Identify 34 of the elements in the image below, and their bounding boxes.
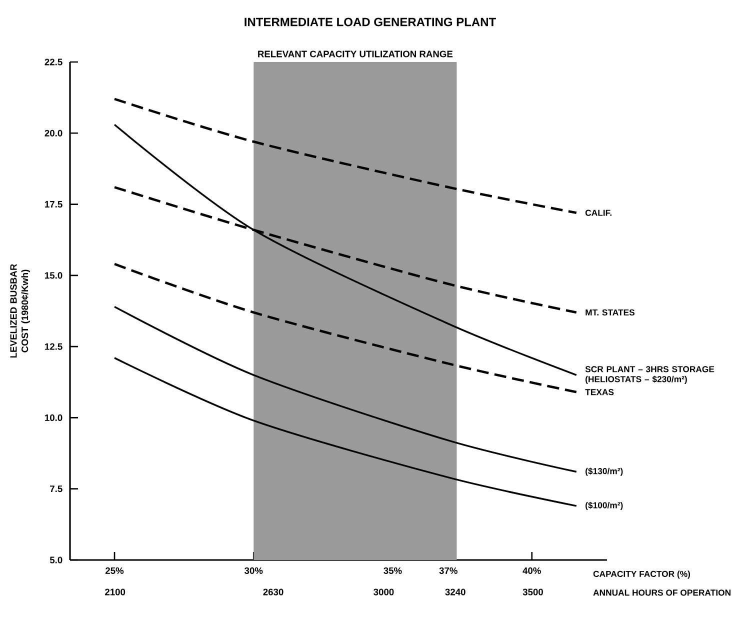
line-series — [114, 357, 578, 507]
y-tick-label: 5.0 — [50, 556, 62, 564]
series-label: SCR PLANT – 3HRS STORAGE (HELIOSTATS – $230/m²) — [585, 366, 714, 384]
x-tick-label: 25% — [105, 567, 124, 574]
x2-axis-title: ANNUAL HOURS OF OPERATION — [593, 590, 730, 596]
series-label: MT. STATES — [586, 309, 635, 316]
series-label: ($130/m²) — [586, 468, 623, 476]
y-tick-label: 12.5 — [45, 343, 62, 350]
x2-tick-label: 3240 — [445, 588, 466, 596]
line-series — [114, 124, 578, 376]
series-label: CALIF. — [585, 210, 612, 216]
band-label: RELEVANT CAPACITY UTILIZATION RANGE — [258, 50, 453, 58]
y-tick-label: 22.5 — [44, 58, 62, 66]
x-tick-label: 37% — [439, 567, 458, 574]
x-tick-label: 40% — [522, 567, 541, 574]
y-tick-label: 17.5 — [45, 201, 62, 208]
y-axis-title: LEVELIZED BUSBAR COST (1980¢/Kwh) — [10, 264, 30, 358]
x-tick-label: 35% — [384, 567, 402, 574]
series-label: TEXAS — [585, 389, 614, 396]
x-tick-label: 30% — [244, 567, 263, 574]
y-tick-label: 10.0 — [45, 414, 62, 422]
y-tick-label: 7.5 — [50, 486, 62, 492]
chart-title: INTERMEDIATE LOAD GENERATING PLANT — [244, 18, 496, 26]
x-axis-title: CAPACITY FACTOR (%) — [593, 570, 690, 579]
y-tick-label: 15.0 — [45, 272, 62, 279]
x2-tick-label: 2630 — [263, 588, 284, 596]
line-series — [113, 98, 578, 214]
line-series — [114, 306, 578, 473]
x2-tick-label: 3000 — [374, 588, 394, 596]
series-label: ($100/m²) — [586, 502, 623, 510]
y-tick-label: 20.0 — [44, 130, 62, 136]
x2-tick-label: 3500 — [522, 588, 543, 596]
line-series — [113, 262, 578, 394]
x2-tick-label: 2100 — [105, 588, 126, 596]
